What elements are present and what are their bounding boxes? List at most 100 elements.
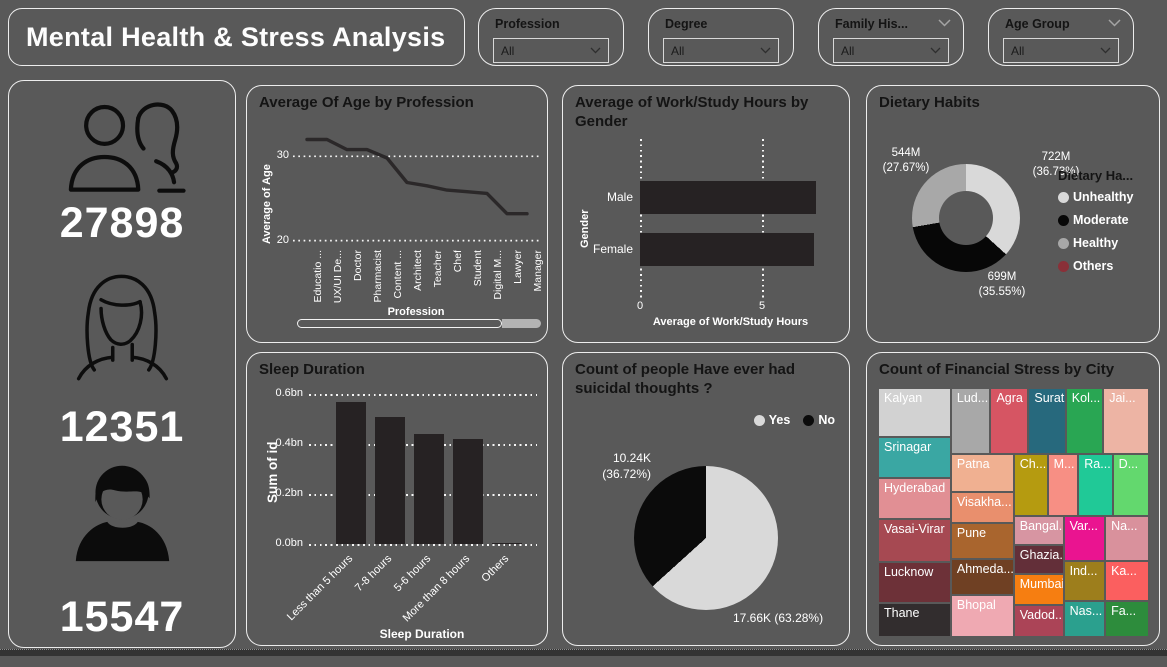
dropdown-value: All: [671, 43, 685, 58]
legend-item-moderate[interactable]: Moderate: [1058, 213, 1133, 227]
legend-label: Others: [1073, 259, 1114, 273]
treemap-cell[interactable]: Mumbai: [1013, 574, 1064, 606]
gridline: [309, 394, 537, 396]
treemap-cell[interactable]: Lud...: [950, 388, 991, 455]
treemap-cell-label: Kalyan: [884, 391, 923, 405]
x-axis-title: Sleep Duration: [379, 627, 465, 641]
treemap-cell[interactable]: Ahmeda...: [950, 559, 1014, 595]
x-category-label: Lawyer: [512, 250, 524, 284]
age-group-dropdown[interactable]: All: [1003, 38, 1119, 63]
x-category-label: UX/UI De...: [332, 250, 344, 304]
data-label-no: 10.24K (36.72%): [602, 451, 651, 481]
profession-dropdown[interactable]: All: [493, 38, 609, 63]
legend-item-no[interactable]: No: [803, 413, 835, 427]
treemap-cell-label: Vasai-Virar: [884, 521, 945, 536]
treemap-cell[interactable]: Kalyan: [878, 388, 951, 437]
treemap-cell[interactable]: M...: [1047, 454, 1079, 516]
donut-chart[interactable]: [912, 164, 1020, 272]
line-chart: [293, 137, 539, 242]
chevron-down-icon[interactable]: [938, 19, 951, 27]
slicer-label: Degree: [665, 17, 708, 31]
legend-dot-icon: [1058, 191, 1069, 203]
treemap: Kalyan Srinagar Hyderabad Vasai-Virar Luckno…: [878, 388, 1149, 637]
treemap-cell[interactable]: Ka...: [1105, 560, 1149, 601]
treemap-cell[interactable]: Kol...: [1065, 388, 1104, 455]
panel-age-by-profession: Average Of Age by Profession Average of …: [246, 85, 548, 343]
x-axis-title: Profession: [387, 306, 445, 318]
treemap-cell[interactable]: Fa...: [1105, 600, 1149, 637]
data-label-healthy: 544M (27.67%): [882, 147, 930, 174]
panel-title: Dietary Habits: [879, 94, 980, 111]
bar[interactable]: [492, 542, 522, 544]
panel-title: Sleep Duration: [259, 361, 365, 378]
y-axis-tick: 20: [276, 234, 289, 246]
treemap-cell[interactable]: Bangal...: [1013, 515, 1064, 546]
treemap-cell[interactable]: Vasai-Virar: [878, 518, 951, 563]
slicer-label: Family His...: [835, 17, 908, 31]
treemap-cell[interactable]: Ra...: [1078, 454, 1113, 516]
treemap-cell[interactable]: D...: [1112, 454, 1149, 516]
man-icon: [75, 465, 170, 562]
treemap-cell-label: Mumbai: [1019, 577, 1064, 592]
chart-scrollbar[interactable]: [297, 319, 541, 328]
bar[interactable]: [414, 434, 444, 544]
treemap-cell[interactable]: Ghazia...: [1013, 545, 1064, 575]
x-category-label: Student: [472, 250, 484, 287]
donut-hole: [939, 191, 993, 245]
treemap-cell[interactable]: Ind...: [1063, 560, 1106, 601]
treemap-cell[interactable]: Jai...: [1103, 388, 1149, 455]
treemap-cell-label: Ghazia...: [1019, 548, 1063, 563]
treemap-cell-label: Var...: [1069, 518, 1098, 533]
legend-item-unhealthy[interactable]: Unhealthy: [1058, 190, 1133, 204]
treemap-cell[interactable]: Hyderabad: [878, 477, 951, 519]
treemap-cell-label: Ahmeda...: [956, 562, 1014, 577]
family-history-dropdown[interactable]: All: [833, 38, 949, 63]
pie-chart[interactable]: [634, 466, 778, 610]
legend: Yes No: [753, 413, 835, 427]
degree-dropdown[interactable]: All: [663, 38, 779, 63]
x-category-label: Teacher: [432, 250, 444, 288]
treemap-cell[interactable]: Vadod...: [1013, 605, 1064, 637]
x-axis-tick: 0: [636, 300, 644, 312]
treemap-cell[interactable]: Srinagar: [878, 436, 951, 478]
dropdown-value: All: [1011, 43, 1025, 58]
treemap-cell[interactable]: Surat: [1028, 388, 1066, 455]
treemap-cell-label: Nas...: [1069, 603, 1103, 618]
legend-dot-icon: [1058, 237, 1069, 249]
panel-sleep-duration: Sleep Duration Sum of id 0.0bn 0.2bn 0.4bn…: [246, 352, 548, 646]
scrollbar-thumb[interactable]: [297, 319, 502, 328]
treemap-cell-label: Fa...: [1111, 603, 1137, 618]
bar[interactable]: [375, 416, 405, 544]
kpi-male-count: 15547: [59, 593, 185, 641]
treemap-cell[interactable]: Patna: [950, 454, 1014, 493]
legend-item-others[interactable]: Others: [1058, 259, 1133, 273]
bar-female[interactable]: [640, 233, 814, 266]
treemap-cell[interactable]: Pune: [950, 522, 1014, 560]
treemap-cell[interactable]: Lucknow: [878, 562, 951, 603]
treemap-cell[interactable]: Agra: [990, 388, 1029, 455]
treemap-cell[interactable]: Visakha...: [950, 492, 1014, 523]
chevron-down-icon: [930, 47, 941, 54]
treemap-cell-label: D...: [1118, 457, 1139, 472]
legend-item-yes[interactable]: Yes: [753, 413, 790, 427]
bar[interactable]: [453, 439, 483, 544]
chevron-down-icon[interactable]: [1108, 19, 1121, 27]
treemap-cell[interactable]: Na...: [1105, 515, 1149, 561]
y-axis-tick: 0.4bn: [275, 437, 303, 449]
legend-dot-icon: [1058, 214, 1069, 226]
bar-male[interactable]: [640, 181, 817, 214]
treemap-cell[interactable]: Nas...: [1063, 600, 1106, 637]
treemap-cell[interactable]: Bhopal: [950, 594, 1014, 637]
treemap-cell-label: Jai...: [1109, 391, 1136, 405]
x-category-label: Manager: [532, 250, 544, 292]
legend-item-healthy[interactable]: Healthy: [1058, 236, 1133, 250]
data-label-moderate: 699M (35.55%): [978, 271, 1026, 298]
treemap-cell[interactable]: Ch...: [1013, 454, 1048, 516]
y-category-label: Female: [592, 242, 633, 256]
treemap-cell[interactable]: Var...: [1063, 515, 1106, 561]
bar[interactable]: [336, 401, 366, 544]
treemap-cell[interactable]: Thane: [878, 602, 951, 637]
line-series[interactable]: [305, 137, 529, 216]
treemap-cell-label: Lud...: [956, 391, 989, 405]
